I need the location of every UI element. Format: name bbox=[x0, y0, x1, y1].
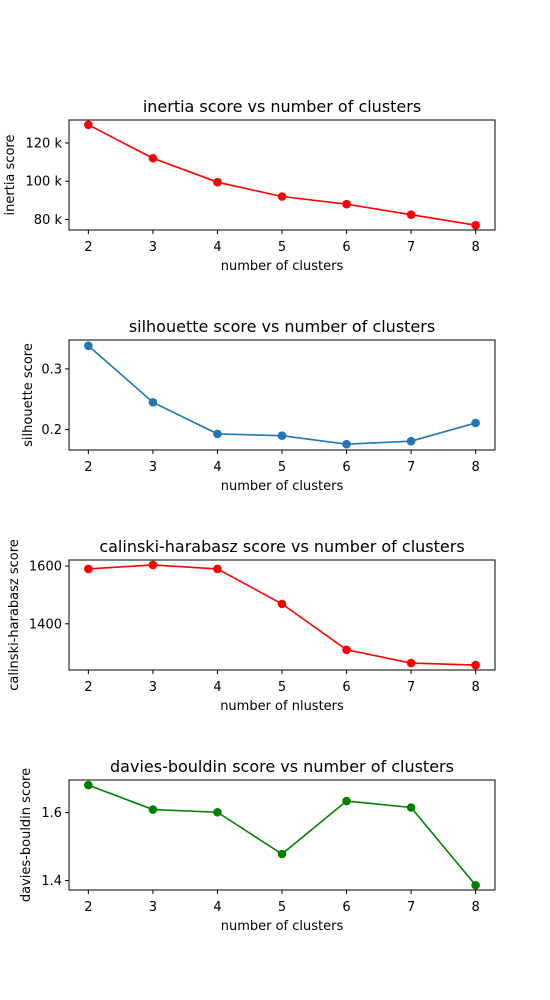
x-axis-label: number of clusters bbox=[221, 479, 344, 494]
data-point bbox=[148, 153, 158, 163]
x-axis-label: number of clusters bbox=[221, 259, 344, 274]
x-tick-label: 6 bbox=[342, 240, 350, 255]
y-axis-label: calinski-harabasz score bbox=[7, 539, 22, 691]
y-tick-label: 1400 bbox=[29, 617, 62, 632]
data-point bbox=[84, 564, 93, 574]
chart-panel-1: inertia score vs number of clusters 2 3 4 5 6… bbox=[3, 97, 496, 274]
data-point bbox=[213, 807, 222, 817]
x-tick-label: 7 bbox=[407, 460, 415, 475]
x-tick-label: 7 bbox=[407, 900, 415, 915]
chart-title: silhouette score vs number of clusters bbox=[129, 317, 435, 336]
y-axis-label: davies-bouldin score bbox=[19, 768, 34, 902]
data-point bbox=[148, 805, 158, 814]
x-axis-label: number of nlusters bbox=[220, 699, 344, 714]
x-tick-label: 7 bbox=[407, 680, 415, 695]
data-point bbox=[406, 803, 416, 812]
chart-panel-2: silhouette score vs number of clusters 2 3… bbox=[21, 317, 496, 494]
data-point bbox=[471, 220, 480, 230]
x-tick-label: 4 bbox=[213, 240, 221, 255]
x-tick-label: 8 bbox=[471, 680, 479, 695]
x-tick-label: 8 bbox=[471, 900, 479, 915]
y-tick-label: 0.2 bbox=[41, 423, 62, 438]
x-tick-label: 2 bbox=[84, 900, 92, 915]
data-point bbox=[406, 436, 416, 446]
x-tick-label: 8 bbox=[471, 240, 479, 255]
x-axis-label: number of clusters bbox=[221, 919, 344, 934]
x-tick-label: 2 bbox=[84, 240, 92, 255]
series-line bbox=[87, 345, 476, 446]
data-point bbox=[213, 564, 222, 574]
data-point bbox=[277, 192, 287, 201]
x-tick-label: 5 bbox=[278, 900, 286, 915]
x-tick-label: 3 bbox=[149, 680, 157, 695]
x-tick-label: 2 bbox=[84, 460, 92, 475]
y-tick-label: 1.4 bbox=[41, 874, 62, 889]
y-tick-label: 80 k bbox=[34, 213, 63, 228]
data-point bbox=[342, 645, 351, 655]
chart-panel-4: davies-bouldin score vs number of cluste… bbox=[19, 757, 496, 934]
chart-title: inertia score vs number of clusters bbox=[143, 97, 421, 116]
x-tick-label: 5 bbox=[278, 460, 286, 475]
data-point bbox=[277, 431, 287, 441]
x-tick-label: 3 bbox=[149, 240, 157, 255]
x-tick-label: 4 bbox=[213, 460, 221, 475]
y-axis-label: inertia score bbox=[3, 135, 18, 216]
x-tick-label: 5 bbox=[278, 680, 286, 695]
y-tick-label: 100 k bbox=[26, 175, 63, 190]
data-point bbox=[406, 210, 416, 219]
data-point bbox=[342, 796, 351, 806]
data-point bbox=[148, 560, 158, 570]
x-tick-label: 5 bbox=[278, 240, 286, 255]
data-point bbox=[471, 880, 480, 890]
data-point bbox=[277, 599, 287, 609]
x-tick-label: 3 bbox=[149, 900, 157, 915]
data-point bbox=[213, 429, 222, 439]
y-tick-label: 1.6 bbox=[41, 806, 62, 821]
series-line bbox=[88, 784, 477, 886]
chart-panel-3: calinski-harabasz score vs number of clu… bbox=[7, 537, 496, 714]
data-point bbox=[84, 120, 93, 130]
x-tick-label: 6 bbox=[342, 900, 350, 915]
x-tick-label: 8 bbox=[471, 460, 479, 475]
y-tick-label: 1600 bbox=[29, 560, 62, 575]
data-point bbox=[84, 341, 93, 351]
x-tick-label: 4 bbox=[213, 680, 221, 695]
chart-title: calinski-harabasz score vs number of clu… bbox=[99, 537, 464, 556]
x-tick-label: 6 bbox=[342, 680, 350, 695]
data-point bbox=[471, 418, 480, 428]
y-axis-label: silhouette score bbox=[21, 343, 36, 447]
data-point bbox=[213, 177, 222, 187]
x-tick-label: 4 bbox=[213, 900, 221, 915]
y-tick-label: 120 k bbox=[26, 136, 63, 151]
data-point bbox=[342, 439, 351, 449]
data-point bbox=[277, 849, 287, 859]
axes-frame bbox=[68, 339, 496, 451]
y-tick-label: 0.3 bbox=[41, 362, 62, 377]
data-point bbox=[471, 660, 480, 670]
axes-frame bbox=[68, 119, 496, 231]
x-tick-label: 7 bbox=[407, 240, 415, 255]
x-tick-label: 2 bbox=[84, 680, 92, 695]
axes-frame bbox=[68, 559, 496, 671]
chart-title: davies-bouldin score vs number of cluste… bbox=[110, 757, 454, 776]
data-point bbox=[84, 780, 93, 790]
data-point bbox=[342, 199, 351, 209]
x-tick-label: 6 bbox=[342, 460, 350, 475]
data-point bbox=[406, 658, 416, 668]
data-point bbox=[148, 397, 158, 407]
series-line bbox=[87, 124, 476, 227]
axes-frame bbox=[68, 779, 496, 891]
x-tick-label: 3 bbox=[149, 460, 157, 475]
series-line bbox=[88, 564, 476, 666]
